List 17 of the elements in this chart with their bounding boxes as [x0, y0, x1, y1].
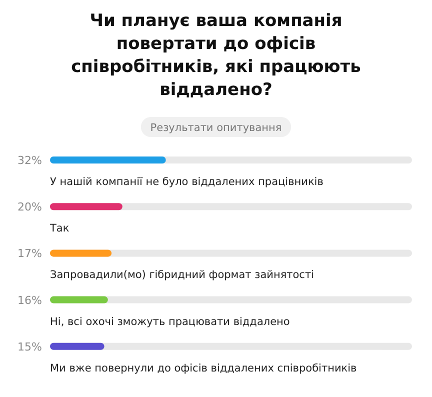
- y-tick-label: Запровадили(мо) гібридний формат зайнятості: [50, 269, 314, 282]
- y-tick-label: Ні, всі охочі зможуть працювати віддалено: [50, 316, 290, 328]
- y-tick-label: У нашій компанії не було віддалених працівників: [50, 176, 324, 188]
- y-tick-label: Так: [49, 222, 70, 235]
- data-label: 20%: [18, 200, 42, 214]
- chart-subtitle: Результати опитування: [150, 122, 282, 134]
- chart-title: Чи планує ваша компанія повертати до офісів співробітників, які працюють віддалено?: [71, 11, 361, 100]
- data-label: 17%: [18, 247, 42, 260]
- data-label: 32%: [18, 154, 42, 167]
- y-tick-label: Ми вже повернули до офісів віддалених співробітників: [50, 362, 357, 374]
- data-label: 16%: [18, 294, 42, 307]
- data-label: 15%: [18, 340, 42, 354]
- bar: [50, 250, 112, 257]
- bar: [50, 203, 122, 210]
- bar: [50, 156, 166, 164]
- bar: [50, 342, 104, 350]
- bar: [50, 296, 108, 304]
